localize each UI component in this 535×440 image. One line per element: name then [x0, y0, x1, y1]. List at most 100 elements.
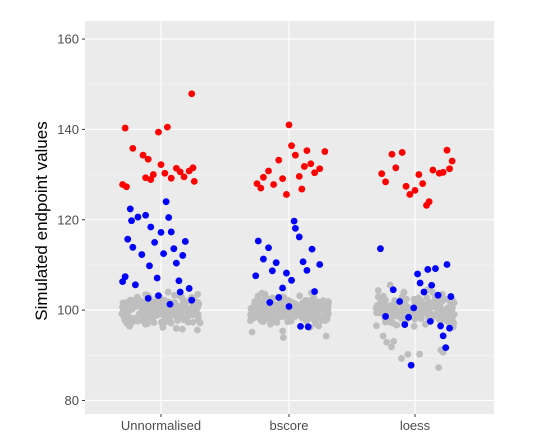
data-point — [194, 290, 202, 298]
data-point — [275, 156, 283, 164]
data-point — [132, 281, 139, 289]
data-point — [184, 305, 192, 313]
data-point — [391, 312, 399, 319]
data-point — [255, 298, 263, 306]
y-tick-label: 80 — [65, 393, 79, 408]
data-point — [446, 165, 453, 173]
data-point — [389, 286, 397, 294]
data-point — [401, 321, 409, 328]
data-point — [167, 318, 174, 326]
data-point — [260, 314, 268, 322]
data-point — [138, 251, 146, 258]
data-point — [143, 303, 151, 310]
data-point — [179, 252, 187, 259]
data-point — [311, 169, 318, 177]
data-point — [432, 265, 439, 272]
data-point — [129, 144, 137, 152]
data-point — [410, 322, 418, 330]
data-point — [172, 324, 180, 332]
data-point — [425, 198, 433, 206]
data-point — [181, 238, 189, 245]
data-point — [415, 171, 423, 178]
data-point — [142, 211, 150, 219]
data-point — [194, 311, 202, 318]
data-point — [157, 229, 165, 236]
data-point — [300, 163, 308, 170]
data-point — [164, 123, 171, 131]
data-point — [167, 174, 175, 182]
data-point — [172, 305, 180, 313]
data-point — [155, 128, 162, 136]
data-point — [265, 167, 272, 175]
data-point — [172, 259, 180, 267]
data-point — [291, 312, 299, 320]
y-axis-title: Simulated endpoint values — [32, 121, 51, 320]
y-tick-label: 120 — [57, 212, 79, 227]
data-point — [419, 180, 427, 188]
y-tick-label: 160 — [57, 32, 79, 47]
data-point — [175, 277, 183, 285]
data-point — [402, 182, 410, 190]
data-point — [136, 309, 143, 317]
data-point — [295, 233, 303, 241]
data-point — [165, 214, 173, 221]
data-point — [420, 288, 428, 296]
data-point — [316, 165, 324, 173]
data-point — [162, 198, 170, 206]
data-point — [431, 298, 439, 306]
data-point — [373, 322, 380, 330]
data-point — [286, 316, 294, 324]
data-point — [322, 332, 330, 340]
data-point — [414, 270, 421, 278]
data-point — [442, 344, 450, 351]
data-point — [428, 281, 436, 289]
data-point — [377, 297, 385, 305]
data-point — [188, 90, 196, 98]
data-point — [153, 274, 161, 282]
data-point — [296, 292, 304, 300]
data-point — [311, 318, 319, 326]
data-point — [170, 245, 178, 253]
data-point — [390, 337, 398, 345]
data-point — [129, 243, 137, 251]
data-point — [377, 245, 384, 253]
data-point — [298, 185, 306, 193]
data-point — [147, 223, 155, 231]
data-point — [437, 322, 444, 330]
data-point — [378, 170, 386, 178]
data-point — [142, 174, 150, 182]
data-point — [279, 307, 287, 315]
data-point — [250, 313, 258, 321]
data-point — [318, 305, 326, 313]
data-point — [189, 311, 196, 319]
data-point — [134, 317, 142, 325]
data-point — [392, 164, 400, 172]
data-point — [434, 291, 442, 299]
data-point — [142, 320, 149, 328]
data-point — [375, 304, 383, 312]
data-point — [417, 315, 425, 323]
data-point — [412, 310, 420, 318]
data-point — [266, 299, 274, 306]
data-point — [435, 364, 442, 372]
data-point — [288, 142, 295, 150]
data-point — [132, 299, 140, 306]
data-point — [325, 298, 333, 306]
data-point — [164, 288, 172, 296]
data-point — [416, 350, 424, 358]
data-point — [398, 355, 405, 362]
x-tick-label: Unnormalised — [121, 418, 201, 433]
data-point — [298, 304, 305, 312]
data-point — [154, 299, 162, 307]
data-point — [123, 299, 131, 306]
data-point — [316, 261, 324, 268]
data-point — [424, 266, 432, 273]
data-point — [448, 307, 456, 315]
data-point — [285, 121, 293, 129]
data-point — [429, 166, 437, 174]
data-point — [311, 288, 318, 295]
data-point — [270, 181, 278, 188]
data-point — [254, 237, 262, 245]
data-point — [400, 288, 408, 296]
